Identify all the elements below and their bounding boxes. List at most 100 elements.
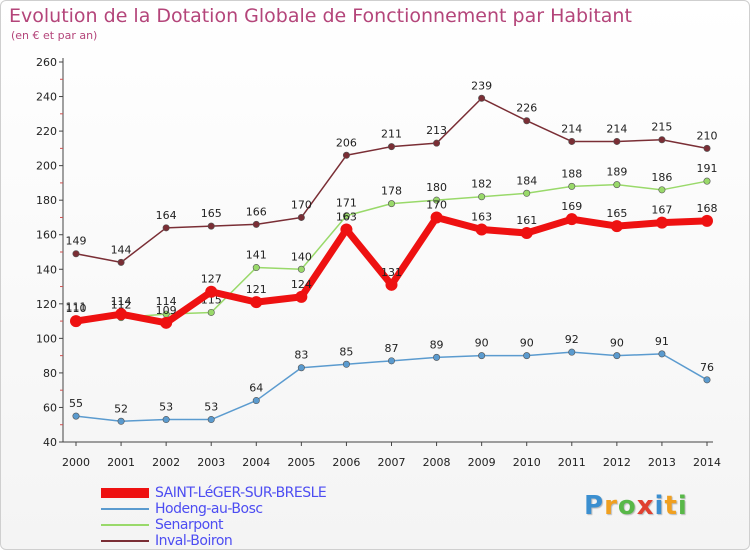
- data-label: 121: [246, 283, 267, 296]
- data-label: 215: [651, 121, 672, 134]
- data-point: [385, 278, 398, 291]
- x-tick-label: 2012: [603, 456, 631, 469]
- data-label: 170: [291, 198, 312, 211]
- data-label: 167: [651, 204, 672, 217]
- data-label: 149: [66, 235, 87, 248]
- data-label: 90: [610, 337, 624, 350]
- data-point: [475, 223, 488, 236]
- data-point: [613, 352, 621, 360]
- data-point: [523, 189, 531, 197]
- data-label: 184: [516, 174, 537, 187]
- y-tick-label: 180: [36, 194, 57, 207]
- data-label: 214: [561, 122, 582, 135]
- data-point: [430, 211, 443, 224]
- data-label: 169: [561, 200, 582, 213]
- data-label: 87: [385, 342, 399, 355]
- data-point: [72, 250, 80, 258]
- data-point: [568, 137, 576, 145]
- data-label: 90: [475, 337, 489, 350]
- data-point: [72, 412, 80, 420]
- x-tick-label: 2004: [242, 456, 270, 469]
- data-point: [658, 136, 666, 144]
- data-label: 114: [111, 295, 132, 308]
- data-label: 163: [471, 211, 492, 224]
- data-point: [658, 186, 666, 194]
- data-point: [342, 151, 350, 159]
- legend-swatch: [101, 488, 149, 498]
- data-label: 131: [381, 266, 402, 279]
- y-tick-label: 160: [36, 229, 57, 242]
- y-tick-label: 120: [36, 298, 57, 311]
- data-label: 166: [246, 205, 267, 218]
- legend-swatch: [101, 508, 149, 510]
- x-tick-label: 2006: [332, 456, 360, 469]
- data-point: [520, 227, 533, 239]
- data-label: 111: [66, 300, 87, 313]
- y-tick-label: 140: [36, 263, 57, 276]
- data-label: 53: [159, 401, 173, 414]
- series-inval-boiron: 149 144 164 165 166 170 206 211 213 239 226 214 214 2…: [66, 79, 718, 266]
- data-label: 165: [606, 207, 627, 220]
- y-tick-label: 100: [36, 332, 57, 345]
- data-label: 206: [336, 136, 357, 149]
- data-label: 180: [426, 181, 447, 194]
- data-point: [207, 308, 215, 316]
- legend-item: Hodeng-au-Bosc: [101, 501, 401, 517]
- data-point: [387, 143, 395, 151]
- data-point: [478, 193, 486, 201]
- data-label: 91: [655, 335, 669, 348]
- data-label: 55: [69, 397, 83, 410]
- legend-label: Senarpont: [155, 517, 224, 533]
- data-label: 76: [700, 361, 714, 374]
- series-hodeng-au-bosc: 55 52 53 53 64 83 85 87 89 90 90 92 90 91 76: [69, 333, 714, 425]
- data-label: 64: [249, 382, 263, 395]
- data-point: [162, 416, 170, 424]
- data-label: 83: [294, 349, 308, 362]
- legend-label: Hodeng-au-Bosc: [155, 501, 263, 517]
- data-point: [610, 220, 623, 233]
- data-point: [250, 296, 263, 309]
- legend-swatch: [101, 540, 149, 542]
- data-point: [433, 353, 441, 361]
- data-label: 164: [156, 209, 177, 222]
- x-tick-label: 2003: [197, 456, 225, 469]
- data-point: [658, 350, 666, 358]
- data-point: [297, 265, 305, 273]
- x-tick-label: 2000: [62, 456, 90, 469]
- legend-item: Inval-Boiron: [101, 533, 401, 549]
- data-label: 53: [204, 401, 218, 414]
- data-point: [252, 397, 260, 405]
- data-point: [387, 200, 395, 208]
- data-label: 140: [291, 250, 312, 263]
- data-point: [478, 352, 486, 360]
- data-label: 124: [291, 278, 312, 291]
- data-label: 89: [430, 338, 444, 351]
- y-tick-label: 260: [36, 56, 57, 69]
- x-tick-label: 2010: [513, 456, 541, 469]
- data-point: [568, 348, 576, 356]
- y-tick-label: 40: [43, 436, 57, 449]
- y-tick-label: 200: [36, 160, 57, 173]
- data-label: 182: [471, 178, 492, 191]
- legend-swatch: [101, 524, 149, 526]
- x-tick-label: 2008: [423, 456, 451, 469]
- data-label: 168: [697, 202, 718, 215]
- data-point: [252, 220, 260, 228]
- data-point: [387, 357, 395, 365]
- data-label: 114: [156, 295, 177, 308]
- data-label: 191: [697, 162, 718, 175]
- data-label: 144: [111, 243, 132, 256]
- legend-label: Inval-Boiron: [155, 533, 233, 549]
- data-label: 112: [111, 299, 132, 312]
- data-point: [701, 214, 713, 227]
- data-point: [297, 213, 305, 221]
- data-point: [703, 376, 711, 384]
- data-point: [295, 290, 308, 303]
- data-label: 239: [471, 79, 492, 92]
- data-point: [613, 137, 621, 145]
- legend-label: SAINT-LéGER-SUR-BRESLE: [155, 485, 327, 501]
- data-point: [252, 264, 260, 272]
